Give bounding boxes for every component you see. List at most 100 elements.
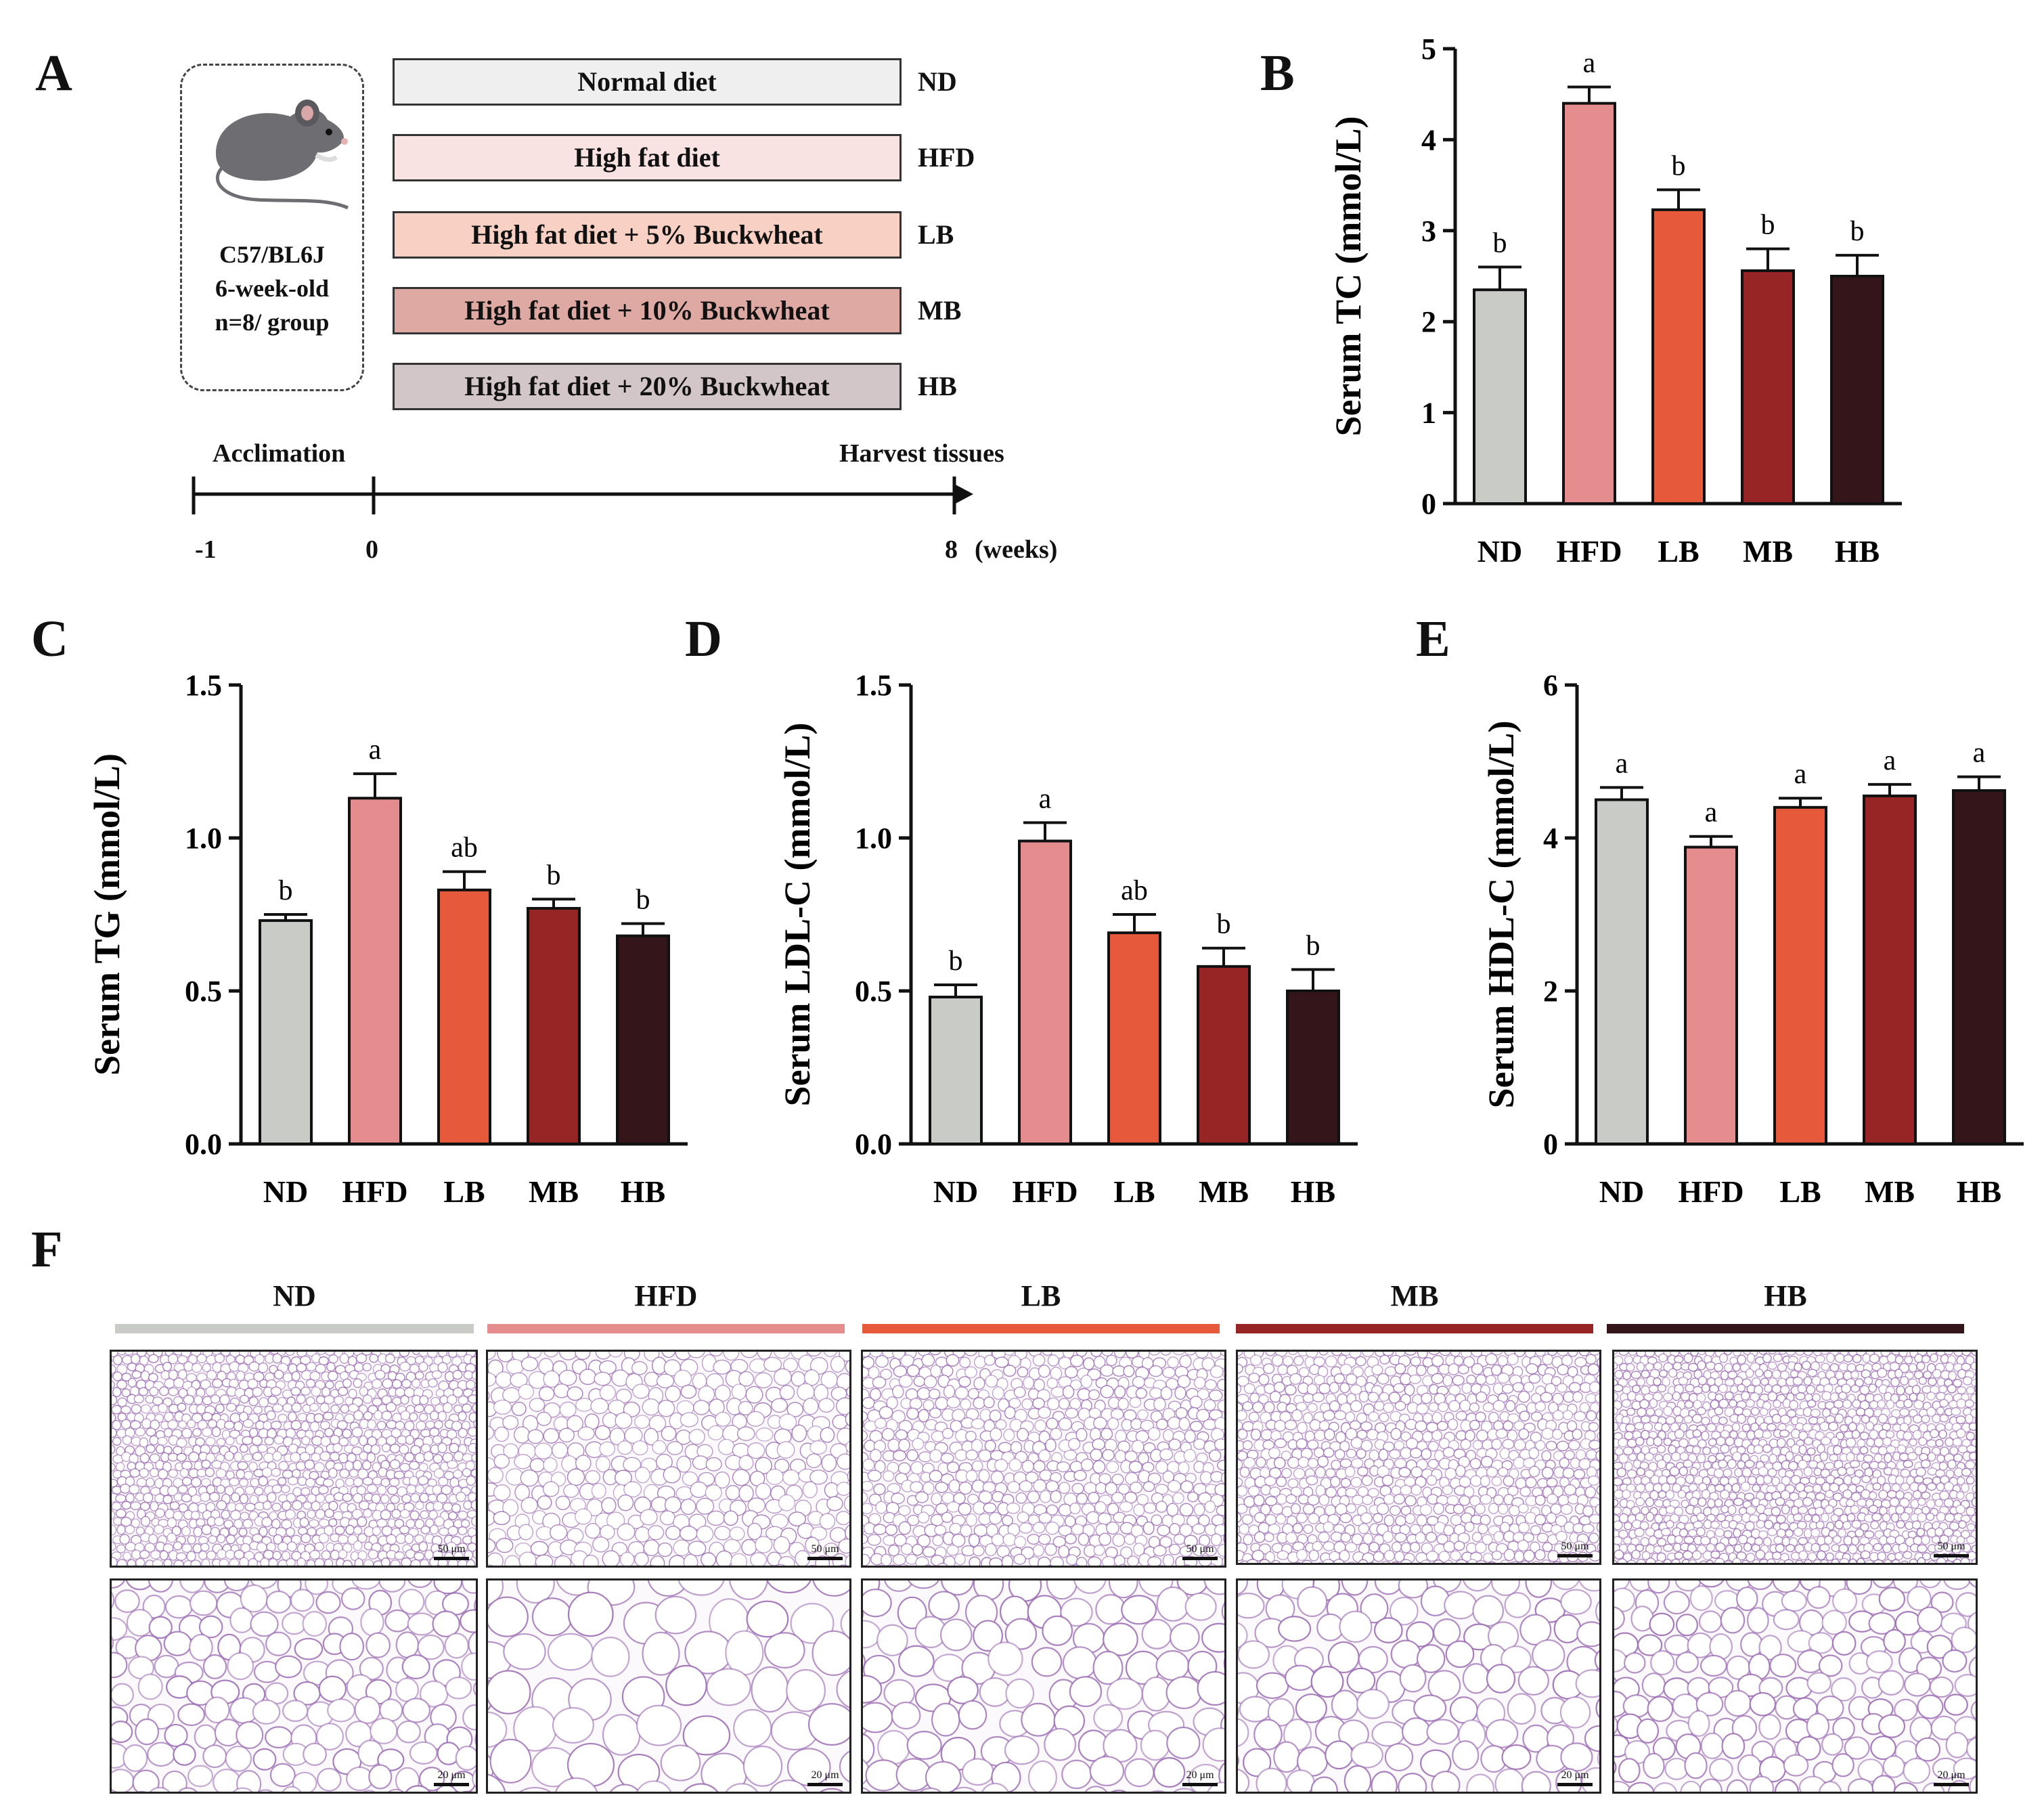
x-tick-label-b: MB xyxy=(1743,534,1793,569)
bar-d-hb xyxy=(1286,990,1340,1145)
diet-box-hfd: High fat diet xyxy=(393,134,902,181)
mouse-strain: C57/BL6J xyxy=(219,241,326,268)
histology-image-lb-20um: 20 μm xyxy=(861,1578,1226,1794)
significance-label-d: b xyxy=(949,946,963,977)
bar-charts: 0 1 2 3 4 5 Serum TC (mmol/L) b ND a HFD b LB b MB b HB 0… xyxy=(87,32,2024,1209)
bar-b-nd xyxy=(1473,288,1527,505)
scale-bar-50um: 50 μm xyxy=(1557,1541,1593,1557)
bar-e-hb xyxy=(1952,789,2006,1145)
x-tick-label-d: MB xyxy=(1199,1174,1249,1209)
timeline-tick-0: 0 xyxy=(365,535,378,564)
significance-label-e: a xyxy=(1705,797,1718,828)
x-tick-label-e: HB xyxy=(1957,1174,2001,1209)
bar-e-mb xyxy=(1863,794,1917,1145)
panel-label-d: D xyxy=(685,611,722,667)
histology-title-mb: MB xyxy=(1390,1279,1439,1312)
y-tick-label-c: 1.0 xyxy=(185,822,222,855)
bar-d-nd xyxy=(929,996,983,1146)
x-tick-label-e: LB xyxy=(1779,1174,1821,1209)
y-tick-label-e: 0 xyxy=(1543,1128,1558,1161)
significance-label-c: b xyxy=(279,875,293,906)
x-tick-label-d: HFD xyxy=(1012,1174,1077,1209)
histology-bar-hb xyxy=(1607,1324,1964,1333)
significance-label-b: b xyxy=(1850,216,1865,247)
panel-label-f: F xyxy=(31,1221,63,1278)
significance-label-b: b xyxy=(1672,150,1686,181)
x-tick-label-c: HB xyxy=(621,1174,665,1209)
histology-title-nd: ND xyxy=(273,1279,316,1312)
panel-label-b: B xyxy=(1260,45,1295,102)
histology-bar-lb xyxy=(862,1324,1220,1333)
bar-b-hb xyxy=(1830,275,1884,505)
bar-c-nd xyxy=(259,919,313,1146)
histology-bar-nd xyxy=(115,1324,474,1333)
significance-label-d: ab xyxy=(1121,875,1148,906)
y-tick-label-b: 4 xyxy=(1421,123,1436,156)
significance-label-e: a xyxy=(1616,748,1628,779)
histology-image-hfd-50um: 50 μm xyxy=(486,1350,851,1568)
y-tick-label-c: 0.5 xyxy=(185,975,222,1008)
x-tick-label-b: HB xyxy=(1835,534,1880,569)
histology-bar-hfd xyxy=(487,1324,845,1333)
significance-label-e: a xyxy=(1794,759,1807,790)
diet-group-hb: HB xyxy=(918,371,957,401)
mouse-age: 6-week-old xyxy=(215,275,329,302)
scale-bar-50um: 50 μm xyxy=(807,1544,843,1560)
y-tick-label-e: 6 xyxy=(1543,669,1558,702)
histology-image-hb-20um: 20 μm xyxy=(1612,1578,1978,1794)
bar-b-lb xyxy=(1651,208,1706,505)
diet-box-nd: Normal diet xyxy=(393,58,902,106)
diet-group-nd: ND xyxy=(918,66,957,97)
scale-bar-20um: 20 μm xyxy=(807,1770,843,1786)
significance-label-b: b xyxy=(1761,210,1775,241)
y-tick-label-e: 4 xyxy=(1543,822,1558,855)
significance-label-d: a xyxy=(1039,783,1052,814)
histology-bar-mb xyxy=(1236,1324,1593,1333)
x-tick-label-c: MB xyxy=(529,1174,579,1209)
y-tick-label-b: 2 xyxy=(1421,305,1436,338)
bar-c-mb xyxy=(527,906,581,1145)
scale-bar-20um: 20 μm xyxy=(434,1770,469,1786)
x-tick-label-c: HFD xyxy=(342,1174,407,1209)
bar-e-lb xyxy=(1773,805,1827,1146)
significance-label-c: b xyxy=(636,885,650,916)
y-axis-label-b: Serum TC (mmol/L) xyxy=(1328,116,1369,437)
mouse-n: n=8/ group xyxy=(215,309,330,336)
x-tick-label-e: ND xyxy=(1599,1174,1644,1209)
x-tick-label-c: ND xyxy=(263,1174,308,1209)
x-tick-label-b: HFD xyxy=(1556,534,1622,569)
mouse-info-box: C57/BL6J 6-week-old n=8/ group xyxy=(180,64,364,391)
bar-c-hfd xyxy=(348,797,402,1145)
timeline-start-label: Acclimation xyxy=(213,439,346,468)
timeline-axis xyxy=(192,477,973,514)
bar-b-hfd xyxy=(1562,102,1616,505)
scale-bar-20um: 20 μm xyxy=(1182,1770,1218,1786)
timeline-unit: (weeks) xyxy=(975,535,1058,564)
timeline-tick-8: 8 xyxy=(945,535,958,564)
histology-image-mb-20um: 20 μm xyxy=(1236,1578,1601,1794)
bar-d-lb xyxy=(1107,931,1161,1145)
panel-label-a: A xyxy=(35,45,72,102)
mouse-icon xyxy=(215,99,349,210)
panel-label-c: C xyxy=(31,611,68,667)
scale-bar-20um: 20 μm xyxy=(1934,1770,1969,1786)
y-tick-label-c: 1.5 xyxy=(185,669,222,702)
x-tick-label-b: LB xyxy=(1658,534,1699,569)
timeline-end-label: Harvest tissues xyxy=(839,439,1004,468)
significance-label-c: a xyxy=(369,734,382,766)
scale-bar-50um: 50 μm xyxy=(1182,1544,1218,1560)
y-tick-label-d: 0.0 xyxy=(855,1128,892,1161)
histology-image-nd-50um: 50 μm xyxy=(110,1350,478,1568)
x-tick-label-e: HFD xyxy=(1678,1174,1743,1209)
significance-label-c: ab xyxy=(451,833,478,864)
y-tick-label-b: 1 xyxy=(1421,397,1436,430)
bar-c-lb xyxy=(437,888,491,1145)
x-tick-label-d: LB xyxy=(1113,1174,1155,1209)
histology-image-lb-50um: 50 μm xyxy=(861,1350,1226,1568)
diet-group-mb: MB xyxy=(918,295,962,326)
bar-e-nd xyxy=(1595,798,1649,1145)
y-axis-label-e: Serum HDL-C (mmol/L) xyxy=(1481,721,1521,1109)
y-tick-label-b: 3 xyxy=(1421,215,1436,248)
scale-bar-50um: 50 μm xyxy=(1934,1541,1969,1557)
diet-box-mb: High fat diet + 10% Buckwheat xyxy=(393,287,902,334)
